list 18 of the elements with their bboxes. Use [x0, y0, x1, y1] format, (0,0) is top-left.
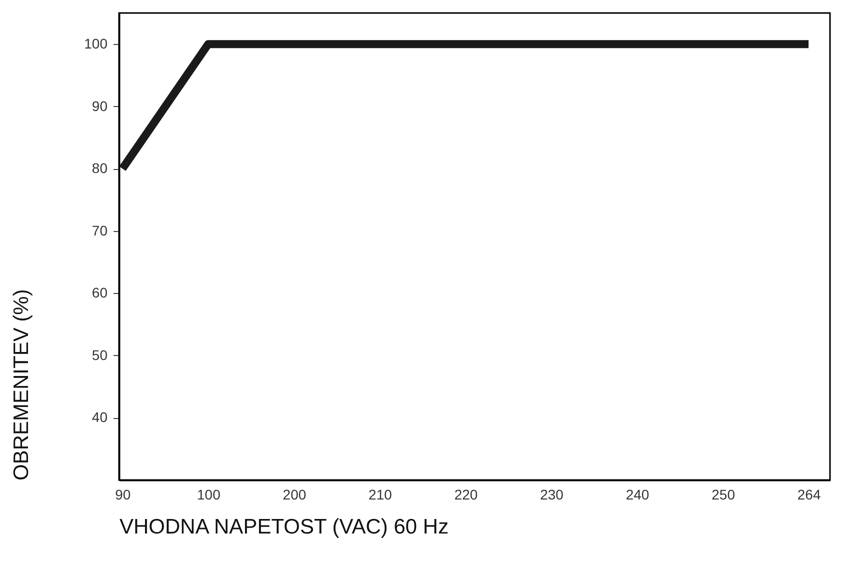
- x-tick-label: 264: [797, 486, 821, 502]
- x-tick-label: 90: [115, 486, 131, 502]
- y-tick-label: 70: [92, 222, 108, 238]
- y-axis-title: OBREMENITEV (%): [10, 289, 34, 480]
- x-tick-label: 250: [712, 486, 736, 502]
- y-tick-label: 60: [92, 284, 108, 301]
- x-tick-label: 200: [282, 486, 306, 502]
- y-tick-label: 100: [84, 36, 108, 52]
- y-tick-label: 90: [92, 98, 108, 114]
- y-tick-label: 80: [92, 160, 108, 176]
- y-tick-label: 40: [92, 409, 108, 426]
- x-tick-label: 210: [368, 486, 392, 502]
- x-tick-label: 220: [454, 486, 478, 502]
- y-tick-label: 50: [92, 346, 108, 363]
- x-tick-label: 100: [197, 486, 221, 502]
- x-axis-title: VHODNA NAPETOST (VAC) 60 Hz: [120, 516, 449, 538]
- x-tick-label: 240: [626, 486, 650, 502]
- x-tick-label: 230: [540, 486, 564, 502]
